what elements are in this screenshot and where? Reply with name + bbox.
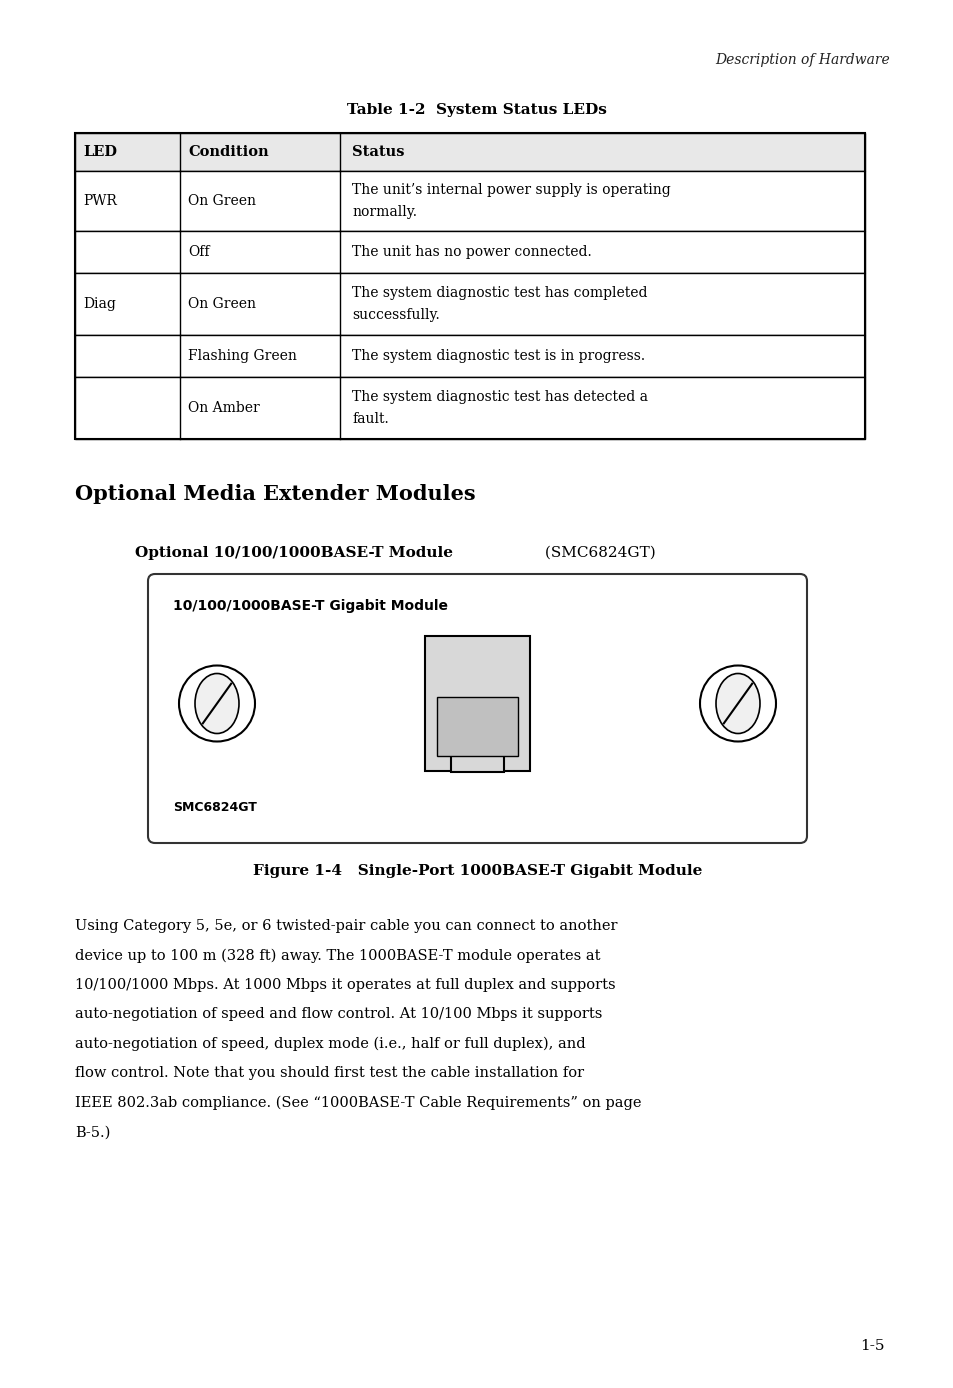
Text: Description of Hardware: Description of Hardware: [715, 53, 889, 67]
Text: The unit has no power connected.: The unit has no power connected.: [352, 246, 591, 260]
Bar: [75, 378, 864, 439]
Text: On Green: On Green: [188, 194, 255, 208]
Text: successfully.: successfully.: [352, 308, 439, 322]
Text: The unit’s internal power supply is operating: The unit’s internal power supply is oper…: [352, 183, 670, 197]
Text: auto-negotiation of speed, duplex mode (i.e., half or full duplex), and: auto-negotiation of speed, duplex mode (…: [75, 1037, 585, 1051]
Text: fault.: fault.: [352, 412, 388, 426]
Text: Using Category 5, 5e, or 6 twisted-pair cable you can connect to another: Using Category 5, 5e, or 6 twisted-pair …: [75, 919, 617, 933]
Text: Optional Media Extender Modules: Optional Media Extender Modules: [75, 484, 476, 504]
Bar: [75, 335, 864, 378]
Bar: [75, 171, 864, 230]
Text: Table 1-2  System Status LEDs: Table 1-2 System Status LEDs: [347, 103, 606, 117]
Bar: [424, 636, 530, 770]
Text: Condition: Condition: [188, 144, 269, 160]
Text: Off: Off: [188, 246, 210, 260]
Text: flow control. Note that you should first test the cable installation for: flow control. Note that you should first…: [75, 1066, 583, 1080]
Text: LED: LED: [83, 144, 117, 160]
Text: device up to 100 m (328 ft) away. The 1000BASE-T module operates at: device up to 100 m (328 ft) away. The 10…: [75, 948, 599, 963]
Bar: [451, 737, 503, 772]
Text: The system diagnostic test has detected a: The system diagnostic test has detected …: [352, 390, 647, 404]
FancyBboxPatch shape: [148, 575, 806, 843]
Text: auto-negotiation of speed and flow control. At 10/100 Mbps it supports: auto-negotiation of speed and flow contr…: [75, 1008, 601, 1022]
Bar: [75, 133, 864, 439]
Text: On Green: On Green: [188, 297, 255, 311]
Text: SMC6824GT: SMC6824GT: [172, 801, 256, 813]
Text: IEEE 802.3ab compliance. (See “1000BASE-T Cable Requirements” on page: IEEE 802.3ab compliance. (See “1000BASE-…: [75, 1097, 640, 1110]
Text: B-5.): B-5.): [75, 1126, 111, 1140]
Text: Diag: Diag: [83, 297, 115, 311]
Text: Optional 10/100/1000BASE-T Module: Optional 10/100/1000BASE-T Module: [135, 545, 453, 559]
Ellipse shape: [194, 673, 239, 733]
Text: 10/100/1000 Mbps. At 1000 Mbps it operates at full duplex and supports: 10/100/1000 Mbps. At 1000 Mbps it operat…: [75, 979, 615, 992]
Bar: [75, 230, 864, 273]
Circle shape: [700, 665, 775, 741]
Bar: [75, 133, 864, 171]
Circle shape: [179, 665, 254, 741]
Text: PWR: PWR: [83, 194, 117, 208]
Text: 1-5: 1-5: [860, 1339, 884, 1353]
Text: 10/100/1000BASE-T Gigabit Module: 10/100/1000BASE-T Gigabit Module: [172, 600, 448, 613]
Text: The system diagnostic test has completed: The system diagnostic test has completed: [352, 286, 647, 300]
Bar: [436, 697, 517, 756]
Text: Figure 1-4   Single-Port 1000BASE-T Gigabit Module: Figure 1-4 Single-Port 1000BASE-T Gigabi…: [253, 863, 701, 879]
Bar: [75, 273, 864, 335]
Text: (SMC6824GT): (SMC6824GT): [539, 545, 655, 559]
Text: On Amber: On Amber: [188, 401, 259, 415]
Text: Flashing Green: Flashing Green: [188, 348, 296, 364]
Text: normally.: normally.: [352, 205, 416, 219]
Text: Status: Status: [352, 144, 404, 160]
Text: The system diagnostic test is in progress.: The system diagnostic test is in progres…: [352, 348, 644, 364]
Ellipse shape: [716, 673, 760, 733]
